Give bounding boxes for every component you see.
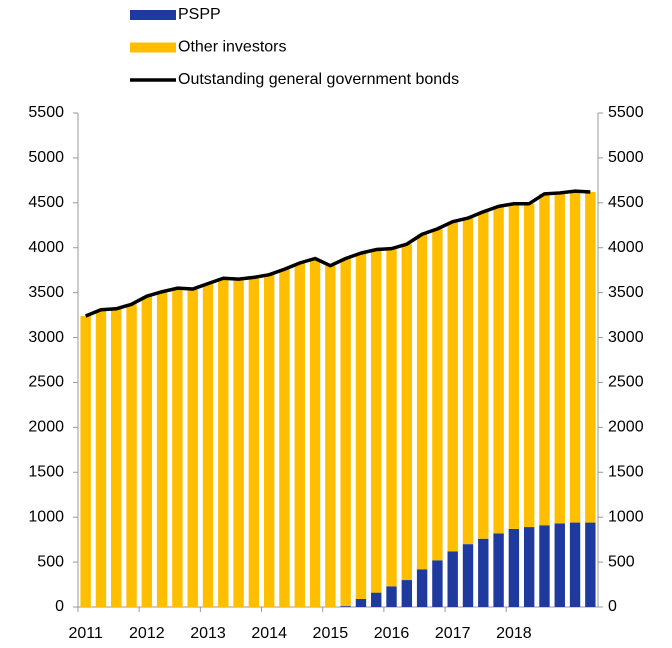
bar [416,569,428,607]
bar [432,228,443,561]
bar [523,527,535,607]
bar [156,291,168,607]
y2-tick-label: 2000 [608,419,644,436]
bar [355,253,367,599]
bar [202,283,214,607]
bar [279,269,290,607]
bar [462,544,474,607]
bar [478,211,489,539]
bar [126,304,137,607]
y2-tick-label: 5000 [608,149,644,166]
bar [416,234,428,570]
y-tick-label: 500 [37,553,64,570]
x-tick-label: 2015 [313,625,349,642]
y-tick-label: 3500 [28,284,64,301]
legend-swatch [130,42,176,53]
y2-tick-label: 5500 [608,104,644,121]
x-tick-label: 2013 [190,625,226,642]
bar [447,221,458,552]
bar [371,592,382,607]
y2-tick-label: 3000 [608,329,644,346]
bar [462,218,474,545]
y2-tick-label: 500 [608,553,635,570]
bar [386,248,397,587]
bar [539,525,550,607]
x-tick-label: 2014 [251,625,287,642]
bar [95,309,107,607]
bar [508,528,520,607]
bar [523,203,535,528]
bar [80,315,91,607]
bar [172,288,183,607]
bar [386,586,397,607]
bar [371,249,382,593]
y-tick-label: 5500 [28,104,64,121]
bar [585,522,596,607]
x-tick-label: 2017 [435,625,471,642]
y2-tick-label: 0 [608,598,617,615]
bar [233,279,244,607]
bar [218,278,229,607]
bar [263,274,275,607]
y2-tick-label: 4500 [608,194,644,211]
y-tick-label: 1000 [28,508,64,525]
y-tick-label: 0 [55,598,64,615]
y-tick-label: 2500 [28,374,64,391]
y-tick-label: 3000 [28,329,64,346]
bar [401,580,413,607]
bar [325,265,336,607]
bar [478,538,489,607]
bar [493,533,504,607]
y-tick-label: 1500 [28,463,64,480]
line [84,189,591,318]
y-tick-label: 5000 [28,149,64,166]
y2-tick-label: 1500 [608,463,644,480]
legend-swatch [130,10,176,20]
legend-label: Other investors [178,39,286,56]
y2-tick-label: 3500 [608,284,644,301]
bar [539,193,550,526]
bar [569,522,581,607]
legend-label: Outstanding general government bonds [178,71,459,88]
bar [447,551,458,607]
x-tick-label: 2016 [374,625,410,642]
y2-tick-label: 4000 [608,239,644,256]
bar [340,606,351,607]
bar [508,203,520,529]
bar [554,523,565,607]
bar [187,289,198,607]
x-tick-label: 2018 [496,625,532,642]
bar [309,258,321,607]
bar [340,258,351,607]
bar [432,560,443,607]
y-tick-label: 4000 [28,239,64,256]
bar [401,244,413,581]
bar [493,206,504,534]
bar [111,308,122,607]
y2-tick-label: 2500 [608,374,644,391]
bar [569,191,581,523]
y-tick-label: 4500 [28,194,64,211]
y2-tick-label: 1000 [608,508,644,525]
bar [294,262,305,607]
bar [248,277,260,607]
x-tick-label: 2012 [129,625,165,642]
bar [554,192,565,524]
y-tick-label: 2000 [28,419,64,436]
bar [585,192,596,523]
legend-label: PSPP [178,6,221,23]
x-tick-label: 2011 [68,625,103,642]
bar [141,296,153,607]
bar [355,598,367,607]
